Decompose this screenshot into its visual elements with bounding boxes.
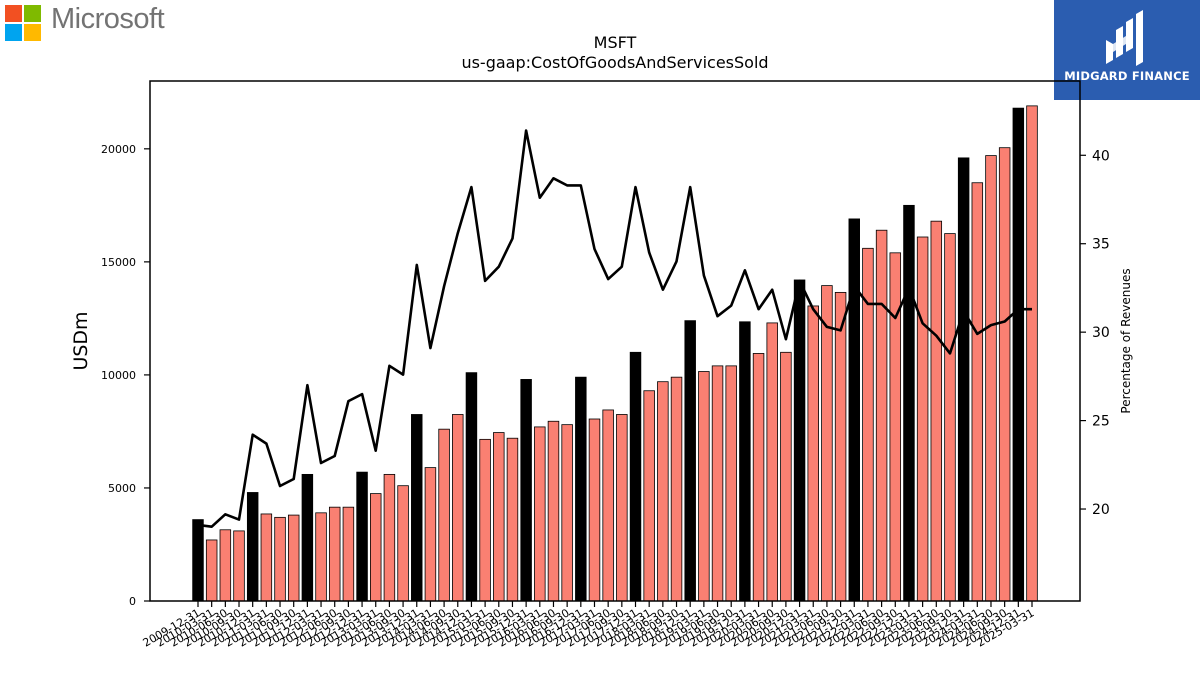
y2-tick-label: 25 bbox=[1092, 414, 1110, 430]
microsoft-logo-square-green bbox=[24, 5, 41, 22]
bar-2015-09-30 bbox=[506, 437, 519, 602]
bar-2018-12-31 bbox=[684, 320, 696, 602]
bar-2024-03-31 bbox=[971, 182, 984, 602]
bar-2010-09-30 bbox=[233, 530, 245, 602]
y2-axis-label: Percentage of Revenues bbox=[1119, 268, 1133, 413]
bar-2011-12-31 bbox=[301, 473, 314, 602]
bar-2016-06-30 bbox=[547, 420, 560, 602]
midgard-finance-logo-icon bbox=[1106, 10, 1143, 66]
bar-2010-12-31 bbox=[246, 492, 259, 602]
bar-2025-03-31 bbox=[1026, 105, 1038, 602]
bar-2023-09-30 bbox=[944, 233, 956, 602]
bar-2011-09-30 bbox=[287, 514, 300, 602]
midgard-finance-wordmark: MIDGARD FINANCE bbox=[1064, 69, 1190, 83]
bar-2012-03-31 bbox=[315, 512, 327, 602]
y-tick-label: 20000 bbox=[101, 143, 136, 156]
bar-2019-12-31 bbox=[739, 321, 751, 602]
chart-subtitle: us-gaap:CostOfGoodsAndServicesSold bbox=[461, 53, 768, 72]
bar-2017-03-31 bbox=[588, 418, 601, 602]
bar-2022-06-30 bbox=[875, 229, 888, 602]
y2-tick-label: 20 bbox=[1092, 502, 1110, 518]
bar-2015-12-31 bbox=[520, 379, 532, 602]
bar-2023-06-30 bbox=[930, 220, 943, 602]
plot-frame bbox=[149, 80, 1081, 602]
bar-2015-06-30 bbox=[493, 432, 505, 602]
bar-2021-09-30 bbox=[834, 291, 847, 602]
percentage-of-revenues-line bbox=[197, 129, 1032, 529]
bar-2012-06-30 bbox=[328, 506, 341, 602]
y-tick-label: 10000 bbox=[101, 369, 136, 382]
bar-2010-03-31 bbox=[205, 539, 218, 602]
bar-2022-09-30 bbox=[889, 252, 902, 602]
microsoft-logo-square-blue bbox=[5, 24, 22, 41]
bar-2013-12-31 bbox=[411, 414, 423, 602]
bar-2020-03-31 bbox=[752, 353, 765, 602]
bar-2012-12-31 bbox=[356, 471, 368, 602]
chart-title: MSFT bbox=[594, 33, 637, 52]
line-series bbox=[197, 129, 1032, 529]
bar-2023-12-31 bbox=[957, 157, 970, 602]
bar-2016-12-31 bbox=[575, 376, 587, 602]
y-axis-left: 0 5000 10000 15000 20000 bbox=[101, 143, 150, 608]
bar-2019-06-30 bbox=[711, 365, 724, 602]
bar-2014-09-30 bbox=[452, 414, 464, 602]
bar-2009-12-31 bbox=[192, 519, 204, 602]
y-axis-label: USDm bbox=[70, 311, 92, 370]
bar-2017-09-30 bbox=[616, 414, 628, 602]
microsoft-logo-square-red bbox=[5, 5, 22, 22]
bar-2016-09-30 bbox=[561, 424, 573, 602]
bar-2011-06-30 bbox=[274, 516, 286, 602]
bar-2012-09-30 bbox=[342, 506, 355, 602]
y2-tick-label: 35 bbox=[1092, 237, 1110, 253]
bar-2017-12-31 bbox=[629, 351, 642, 602]
bar-2014-12-31 bbox=[465, 372, 478, 602]
bar-2013-06-30 bbox=[383, 473, 396, 602]
y-axis-right: 20 25 30 35 40 bbox=[1080, 148, 1110, 518]
bar-2022-12-31 bbox=[903, 204, 915, 602]
bar-2024-12-31 bbox=[1012, 107, 1025, 602]
bar-2014-03-31 bbox=[424, 467, 437, 602]
bar-2021-06-30 bbox=[821, 285, 833, 602]
bar-2016-03-31 bbox=[534, 426, 546, 602]
x-axis: 2009-12-312010-03-312010-06-302010-09-30… bbox=[141, 601, 1037, 650]
y-tick-label: 15000 bbox=[101, 256, 136, 269]
y2-tick-label: 30 bbox=[1092, 325, 1110, 341]
bar-2019-03-31 bbox=[698, 371, 710, 602]
bar-2017-06-30 bbox=[602, 409, 614, 602]
bar-2015-03-31 bbox=[479, 438, 491, 602]
bar-2024-09-30 bbox=[998, 147, 1011, 602]
bar-2018-03-31 bbox=[643, 390, 655, 602]
y-tick-label: 0 bbox=[129, 595, 136, 608]
bar-2013-03-31 bbox=[370, 493, 382, 602]
bar-2020-12-31 bbox=[793, 279, 806, 602]
microsoft-wordmark: Microsoft bbox=[51, 3, 165, 35]
bar-series bbox=[192, 105, 1038, 602]
bar-2013-09-30 bbox=[397, 485, 409, 602]
bar-2014-06-30 bbox=[438, 428, 450, 602]
bar-2021-03-31 bbox=[807, 305, 819, 602]
bar-2018-06-30 bbox=[657, 381, 669, 602]
microsoft-logo-icon bbox=[5, 5, 41, 41]
bar-2010-06-30 bbox=[219, 529, 232, 602]
bar-2020-09-30 bbox=[780, 351, 792, 602]
bar-2021-12-31 bbox=[848, 218, 860, 602]
bar-2019-09-30 bbox=[725, 365, 737, 602]
microsoft-logo bbox=[5, 5, 185, 45]
y-tick-label: 5000 bbox=[108, 482, 136, 495]
bar-2023-03-31 bbox=[916, 236, 929, 602]
bar-2020-06-30 bbox=[766, 322, 778, 602]
bar-2011-03-31 bbox=[260, 513, 273, 602]
microsoft-logo-square-yellow bbox=[24, 24, 41, 41]
midgard-finance-logo: MIDGARD FINANCE bbox=[1054, 0, 1200, 100]
bar-2024-06-30 bbox=[985, 155, 997, 602]
y2-tick-label: 40 bbox=[1092, 148, 1110, 164]
bar-2018-09-30 bbox=[670, 376, 683, 602]
